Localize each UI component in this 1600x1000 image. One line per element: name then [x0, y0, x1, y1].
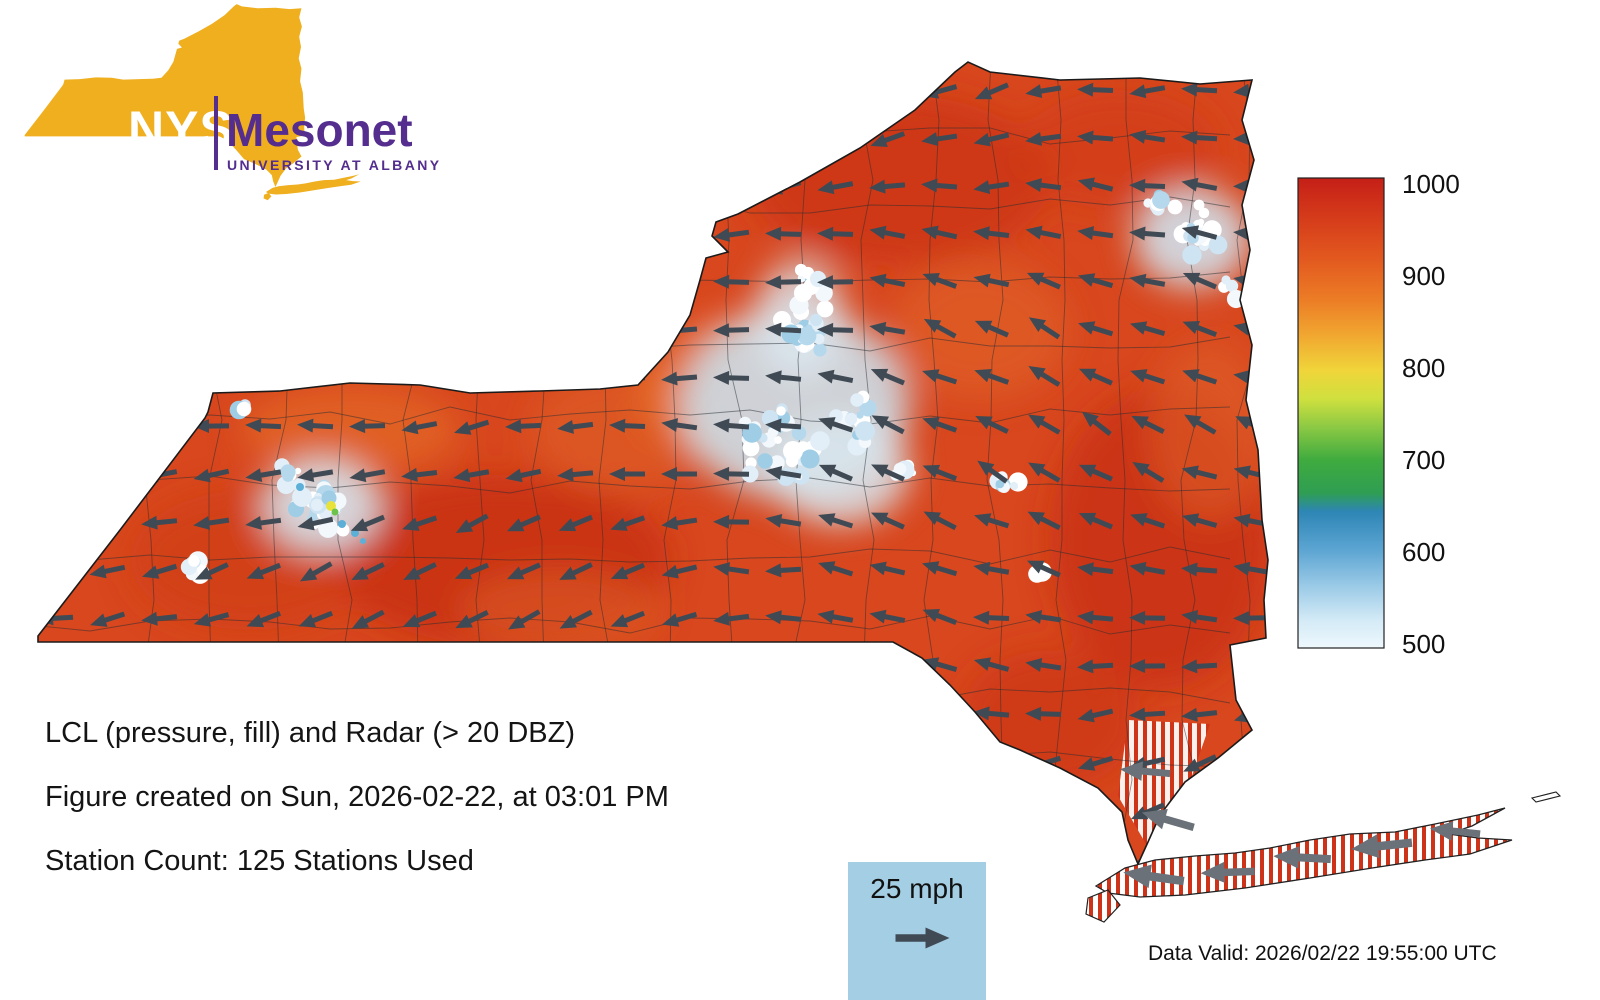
nyc-radar-stripes: [1118, 720, 1210, 864]
logo-subtitle-text: UNIVERSITY AT ALBANY: [227, 157, 441, 173]
colorbar-tick-label: 1000: [1402, 169, 1460, 199]
pressure-fill-blobs: [130, 90, 1268, 790]
staten-island-shape: [1085, 889, 1121, 923]
wind-legend-box: [848, 862, 986, 1000]
colorbar-tick-label: 500: [1402, 629, 1445, 659]
colorbar-gradient: [1297, 177, 1385, 649]
wind-legend-label: 25 mph: [870, 873, 963, 904]
colorbar-tick-label: 800: [1402, 353, 1445, 383]
caption-title: LCL (pressure, fill) and Radar (> 20 DBZ…: [45, 717, 575, 749]
data-valid-text: Data Valid: 2026/02/22 19:55:00 UTC: [1148, 942, 1497, 965]
fishers-island-shape: [1531, 791, 1561, 803]
colorbar-tick-label: 700: [1402, 445, 1445, 475]
colorbar-tick-label: 900: [1402, 261, 1445, 291]
nys-mesonet-logo: NYS Mesonet UNIVERSITY AT ALBANY: [24, 4, 441, 201]
wind-legend: 25 mph: [848, 862, 986, 1000]
caption-created: Figure created on Sun, 2026-02-22, at 03…: [45, 781, 669, 813]
caption-station-count: Station Count: 125 Stations Used: [45, 845, 474, 877]
logo-mesonet-text: Mesonet: [226, 104, 413, 156]
colorbar-tick-label: 600: [1402, 537, 1445, 567]
